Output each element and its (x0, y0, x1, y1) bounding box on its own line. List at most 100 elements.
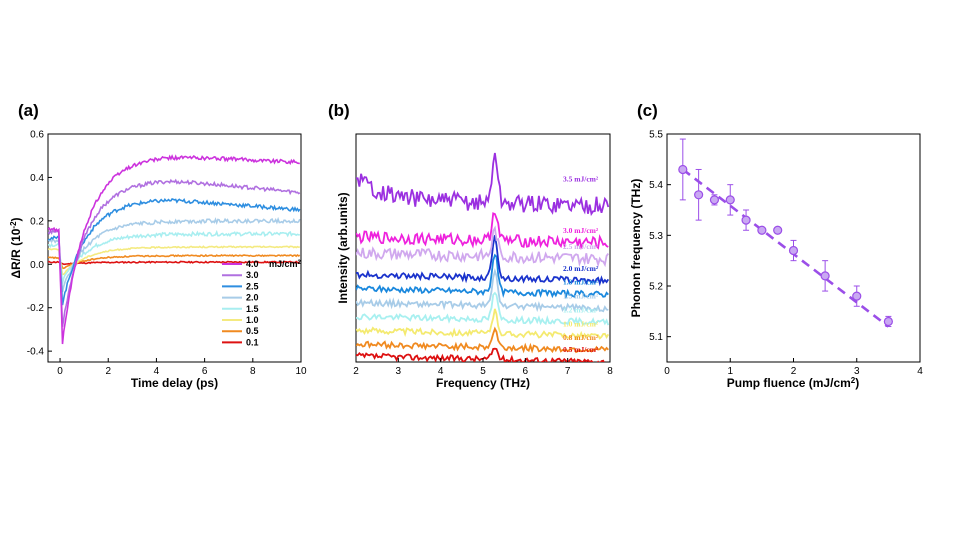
panel-a-xlabel: Time delay (ps) (131, 376, 218, 390)
panel-a-series-1.0 (48, 245, 300, 276)
panel-b-series (356, 291, 610, 328)
panel-c-xtick-label: 4 (917, 366, 923, 377)
panel-b-xtick-label: 2 (353, 366, 359, 377)
panel-b-xtick-label: 6 (523, 366, 529, 377)
panel-a-ytick-label: 0.0 (30, 260, 44, 271)
panel-a-lines (48, 154, 301, 345)
panel-a-label: (a) (18, 101, 39, 120)
panel-c-point (694, 190, 704, 200)
panel-a-ticks: 0 2 4 6 8 10 -0.4 -0.2 0.0 0.2 0.4 0.6 (27, 130, 307, 378)
panel-c-point (773, 225, 783, 235)
panel-b-xtick-label: 7 (565, 366, 571, 377)
panel-a-legend-label: 3.0 (246, 270, 259, 280)
panel-a-ytick-label: -0.2 (27, 303, 45, 314)
panel-c-point (820, 271, 830, 281)
panel-b-fluence-label: 1.5 mJ/cm² (563, 292, 599, 301)
panel-a-legend: 4.0 mJ/cm2 3.02.5 2.01.51.00.50.1 (222, 259, 302, 347)
panel-b-series (356, 152, 610, 217)
panel-c-point (757, 225, 767, 235)
panel-c-point (725, 195, 735, 205)
panel-b: (b) 2 3 4 5 6 7 8 3.5 mJ/cm² 3.0 mJ/cm² 2.5 mJ/c… (328, 101, 613, 390)
panel-b-xtick-label: 3 (396, 366, 402, 377)
panel-b-label: (b) (328, 101, 350, 120)
panel-a-ytick-label: 0.6 (30, 130, 44, 141)
panel-c-point (741, 215, 751, 225)
panel-b-fluence-labels: 3.5 mJ/cm² 3.0 mJ/cm² 2.5 mJ/cm² 2.0 mJ/cm²… (563, 174, 599, 354)
panel-a-legend-label: 0.5 (246, 326, 259, 336)
panel-a-xtick-label: 0 (57, 366, 63, 377)
panel-c-points (678, 138, 893, 328)
panel-b-series (356, 235, 610, 287)
panel-b-xtick-label: 4 (438, 366, 444, 377)
panel-a-series-0.1 (48, 260, 300, 266)
panel-c-ytick-label: 5.3 (649, 231, 663, 242)
panel-c-xtick-label: 0 (664, 366, 670, 377)
panel-b-ylabel: Intensity (arb.units) (336, 192, 350, 303)
panel-b-fluence-label: 0.8 mJ/cm² (563, 333, 599, 342)
panel-c-fit (682, 168, 890, 328)
panel-b-fluence-label: 0.5 mJ/cm² (563, 345, 599, 354)
panel-a-series-0.5 (48, 253, 301, 270)
panel-c-ylabel: Phonon frequency (THz) (629, 179, 643, 318)
panel-c-fit-line (682, 168, 890, 328)
panel-b-ticks: 2 3 4 5 6 7 8 (353, 358, 613, 377)
panel-b-series (356, 308, 610, 341)
panel-a-series-4.0 (48, 154, 300, 345)
panel-c-ticks: 0 1 2 3 4 5.1 5.2 5.3 5.4 5.5 (649, 130, 923, 378)
panel-c-xtick-label: 2 (791, 366, 797, 377)
panel-a-xtick-label: 8 (250, 366, 256, 377)
panel-b-series (356, 212, 609, 250)
panel-a-ytick-label: 0.4 (30, 173, 44, 184)
panel-a-legend-label: 1.0 (246, 315, 259, 325)
panel-a-series-1.5 (48, 229, 300, 284)
panel-a-xtick-label: 2 (105, 366, 111, 377)
panel-a-legend-label: 4.0 (246, 259, 259, 269)
panel-c-point (678, 164, 688, 175)
panel-a-xtick-label: 10 (295, 366, 307, 377)
panel-a-ytick-label: 0.2 (30, 216, 44, 227)
panel-a: (a) 0 2 4 6 8 10 -0.4 -0.2 0.0 0.2 0.4 0.6 4.0 mJ/cm… (9, 101, 307, 390)
panel-b-lines (356, 152, 610, 362)
panel-b-series (356, 347, 609, 362)
panel-c-ytick-label: 5.1 (649, 332, 663, 343)
panel-a-ylabel: ΔR/R (10-2) (9, 217, 24, 278)
panel-c-point (709, 195, 720, 205)
panel-b-fluence-label: 3.5 mJ/cm² (563, 174, 599, 183)
panel-b-xtick-label: 8 (607, 366, 613, 377)
panel-b-fluence-label: 2.0 mJ/cm² (563, 264, 599, 273)
panel-c-point (788, 245, 799, 256)
panel-a-series-3.0 (48, 178, 301, 327)
panel-b-xlabel: Frequency (THz) (436, 376, 530, 390)
panel-c-ytick-label: 5.2 (649, 282, 663, 293)
panel-c-xtick-label: 3 (854, 366, 860, 377)
panel-c: (c) 0 1 2 3 4 5.1 5.2 5.3 5.4 5.5 Pump fluence (m… (629, 101, 923, 390)
panel-a-legend-label: 0.1 (246, 337, 259, 347)
panel-c-ytick-label: 5.5 (649, 130, 663, 141)
panel-a-series-2.5 (48, 198, 301, 306)
panel-c-xlabel: Pump fluence (mJ/cm2) (727, 376, 859, 391)
panel-a-frame (47, 133, 302, 363)
panel-b-series (356, 267, 609, 313)
panel-a-legend-unit: mJ/cm2 (269, 259, 302, 269)
panel-b-fluence-label: 2.5 mJ/cm² (563, 242, 599, 251)
panel-b-series (356, 253, 609, 300)
panel-b-fluence-label: 1.8 mJ/cm² (563, 278, 599, 287)
panel-a-xtick-label: 6 (202, 366, 208, 377)
panel-b-fluence-label: 1.2 mJ/cm² (563, 305, 599, 314)
panel-b-xtick-label: 5 (480, 366, 486, 377)
panel-a-series-2.0 (48, 216, 301, 293)
panel-c-point (883, 316, 893, 327)
panel-c-label: (c) (637, 101, 658, 120)
panel-b-fluence-label: 1.0 mJ/cm² (563, 319, 599, 328)
panel-a-ytick-label: -0.4 (27, 347, 45, 358)
panel-b-series (356, 326, 609, 354)
panel-c-xtick-label: 1 (727, 366, 733, 377)
panel-a-legend-label: 2.0 (246, 293, 259, 303)
panel-b-series (356, 225, 610, 268)
panel-a-xtick-label: 4 (154, 366, 160, 377)
panel-c-point (852, 291, 862, 301)
panel-c-ytick-label: 5.4 (649, 180, 663, 191)
panel-a-legend-label: 2.5 (246, 281, 259, 291)
panel-a-legend-label: 1.5 (246, 304, 259, 314)
